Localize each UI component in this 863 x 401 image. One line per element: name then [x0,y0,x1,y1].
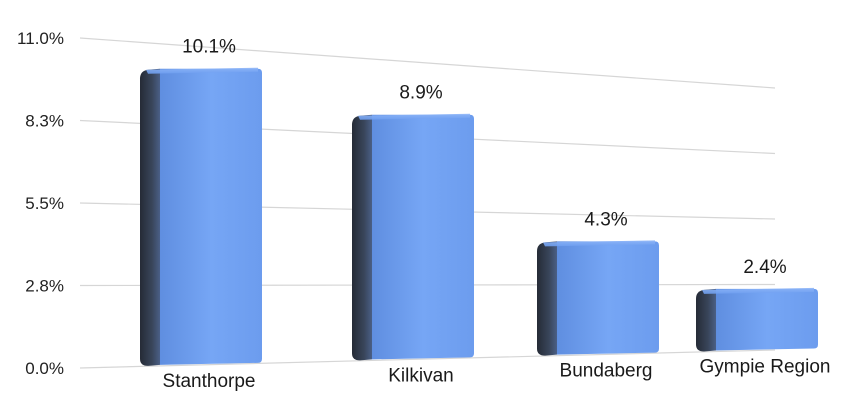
bar-stanthorpe [140,67,262,366]
bar-face [557,241,659,355]
bar-side [140,68,160,366]
bar-side [696,288,716,352]
y-tick-label: 11.0% [17,29,64,48]
y-tick-label: 0.0% [25,359,64,378]
data-label: 10.1% [182,37,236,58]
bar-side [537,241,557,356]
bar-bundaberg [537,240,659,356]
bar-face [716,288,818,351]
y-tick-label: 2.8% [25,277,64,296]
bar-top [358,113,470,120]
bar-face [160,68,262,365]
x-category-label: Bundaberg [560,361,653,382]
data-labels: 10.1% 8.9% 4.3% 2.4% [182,37,787,278]
bar-top [146,67,258,74]
bar-kilkivan [352,113,474,361]
bar-gympie-region [696,287,818,352]
x-category-label: Kilkivan [388,365,453,386]
y-tick-label: 8.3% [25,112,64,131]
bar-side [352,114,372,361]
y-axis-ticks: 0.0% 2.8% 5.5% 8.3% 11.0% [17,29,64,378]
x-axis-categories: Stanthorpe Kilkivan Bundaberg Gympie Region [163,356,831,391]
data-label: 8.9% [399,83,442,104]
x-category-label: Gympie Region [700,356,831,377]
gridline [79,37,776,89]
y-tick-label: 5.5% [25,194,64,213]
bars [140,67,818,366]
data-label: 2.4% [743,257,786,278]
gridline [79,349,776,369]
bar-face [372,114,474,360]
data-label: 4.3% [584,209,627,230]
x-category-label: Stanthorpe [163,371,256,392]
bar-top [702,287,814,294]
bar-top [543,240,655,247]
